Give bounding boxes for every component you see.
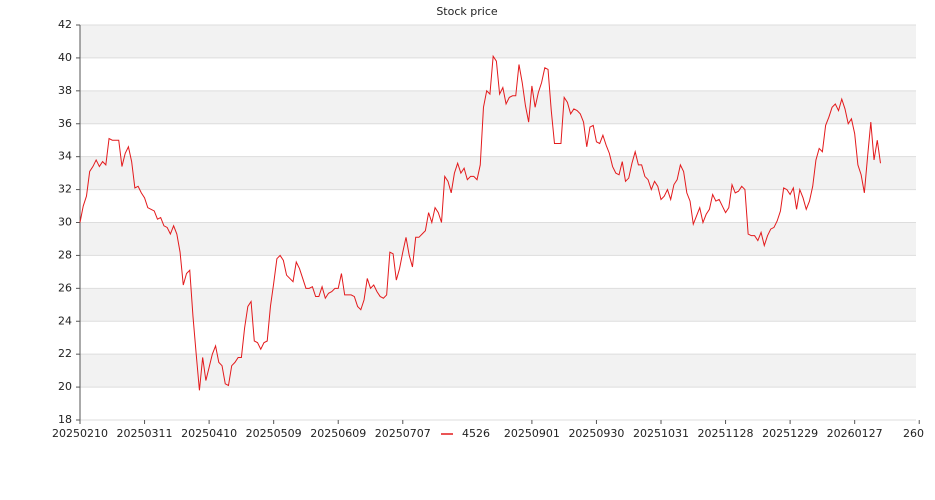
- grid-band: [80, 90, 916, 124]
- legend-bg: [438, 426, 498, 442]
- x-tick-label: 20250509: [246, 427, 302, 440]
- price-line: [79, 54, 881, 391]
- y-tick-label: 36: [58, 117, 72, 130]
- chart-title: Stock price: [436, 5, 498, 18]
- y-tick-label: 40: [58, 51, 72, 64]
- y-tick-label: 28: [58, 248, 72, 261]
- x-tick-label: 20250311: [117, 427, 173, 440]
- grid-band: [80, 222, 916, 256]
- x-tick-label: 20250930: [568, 427, 624, 440]
- y-tick-label: 42: [58, 18, 72, 31]
- x-tick-label: 20251229: [762, 427, 818, 440]
- x-tick-label: 20251031: [633, 427, 689, 440]
- legend-label: 4526: [462, 427, 490, 440]
- grid-band: [80, 354, 916, 388]
- x-tick-label: 20250707: [375, 427, 431, 440]
- y-tick-label: 34: [58, 150, 72, 163]
- x-tick-label: 260: [903, 427, 924, 440]
- x-tick-label: 20250901: [504, 427, 560, 440]
- y-tick-label: 20: [58, 380, 72, 393]
- x-tick-label: 20250410: [181, 427, 237, 440]
- y-tick-label: 26: [58, 281, 72, 294]
- x-tick-label: 20260127: [827, 427, 883, 440]
- y-tick-label: 30: [58, 216, 72, 229]
- x-tick-label: 20251128: [698, 427, 754, 440]
- y-tick-label: 24: [58, 314, 72, 327]
- x-tick-label: 20250609: [310, 427, 366, 440]
- grid-band: [80, 156, 916, 190]
- y-tick-label: 22: [58, 347, 72, 360]
- y-tick-label: 38: [58, 84, 72, 97]
- grid-band: [80, 25, 916, 58]
- y-tick-label: 32: [58, 183, 72, 196]
- x-tick-label: 20250210: [52, 427, 108, 440]
- y-tick-label: 18: [58, 413, 72, 426]
- grid-band: [80, 288, 916, 322]
